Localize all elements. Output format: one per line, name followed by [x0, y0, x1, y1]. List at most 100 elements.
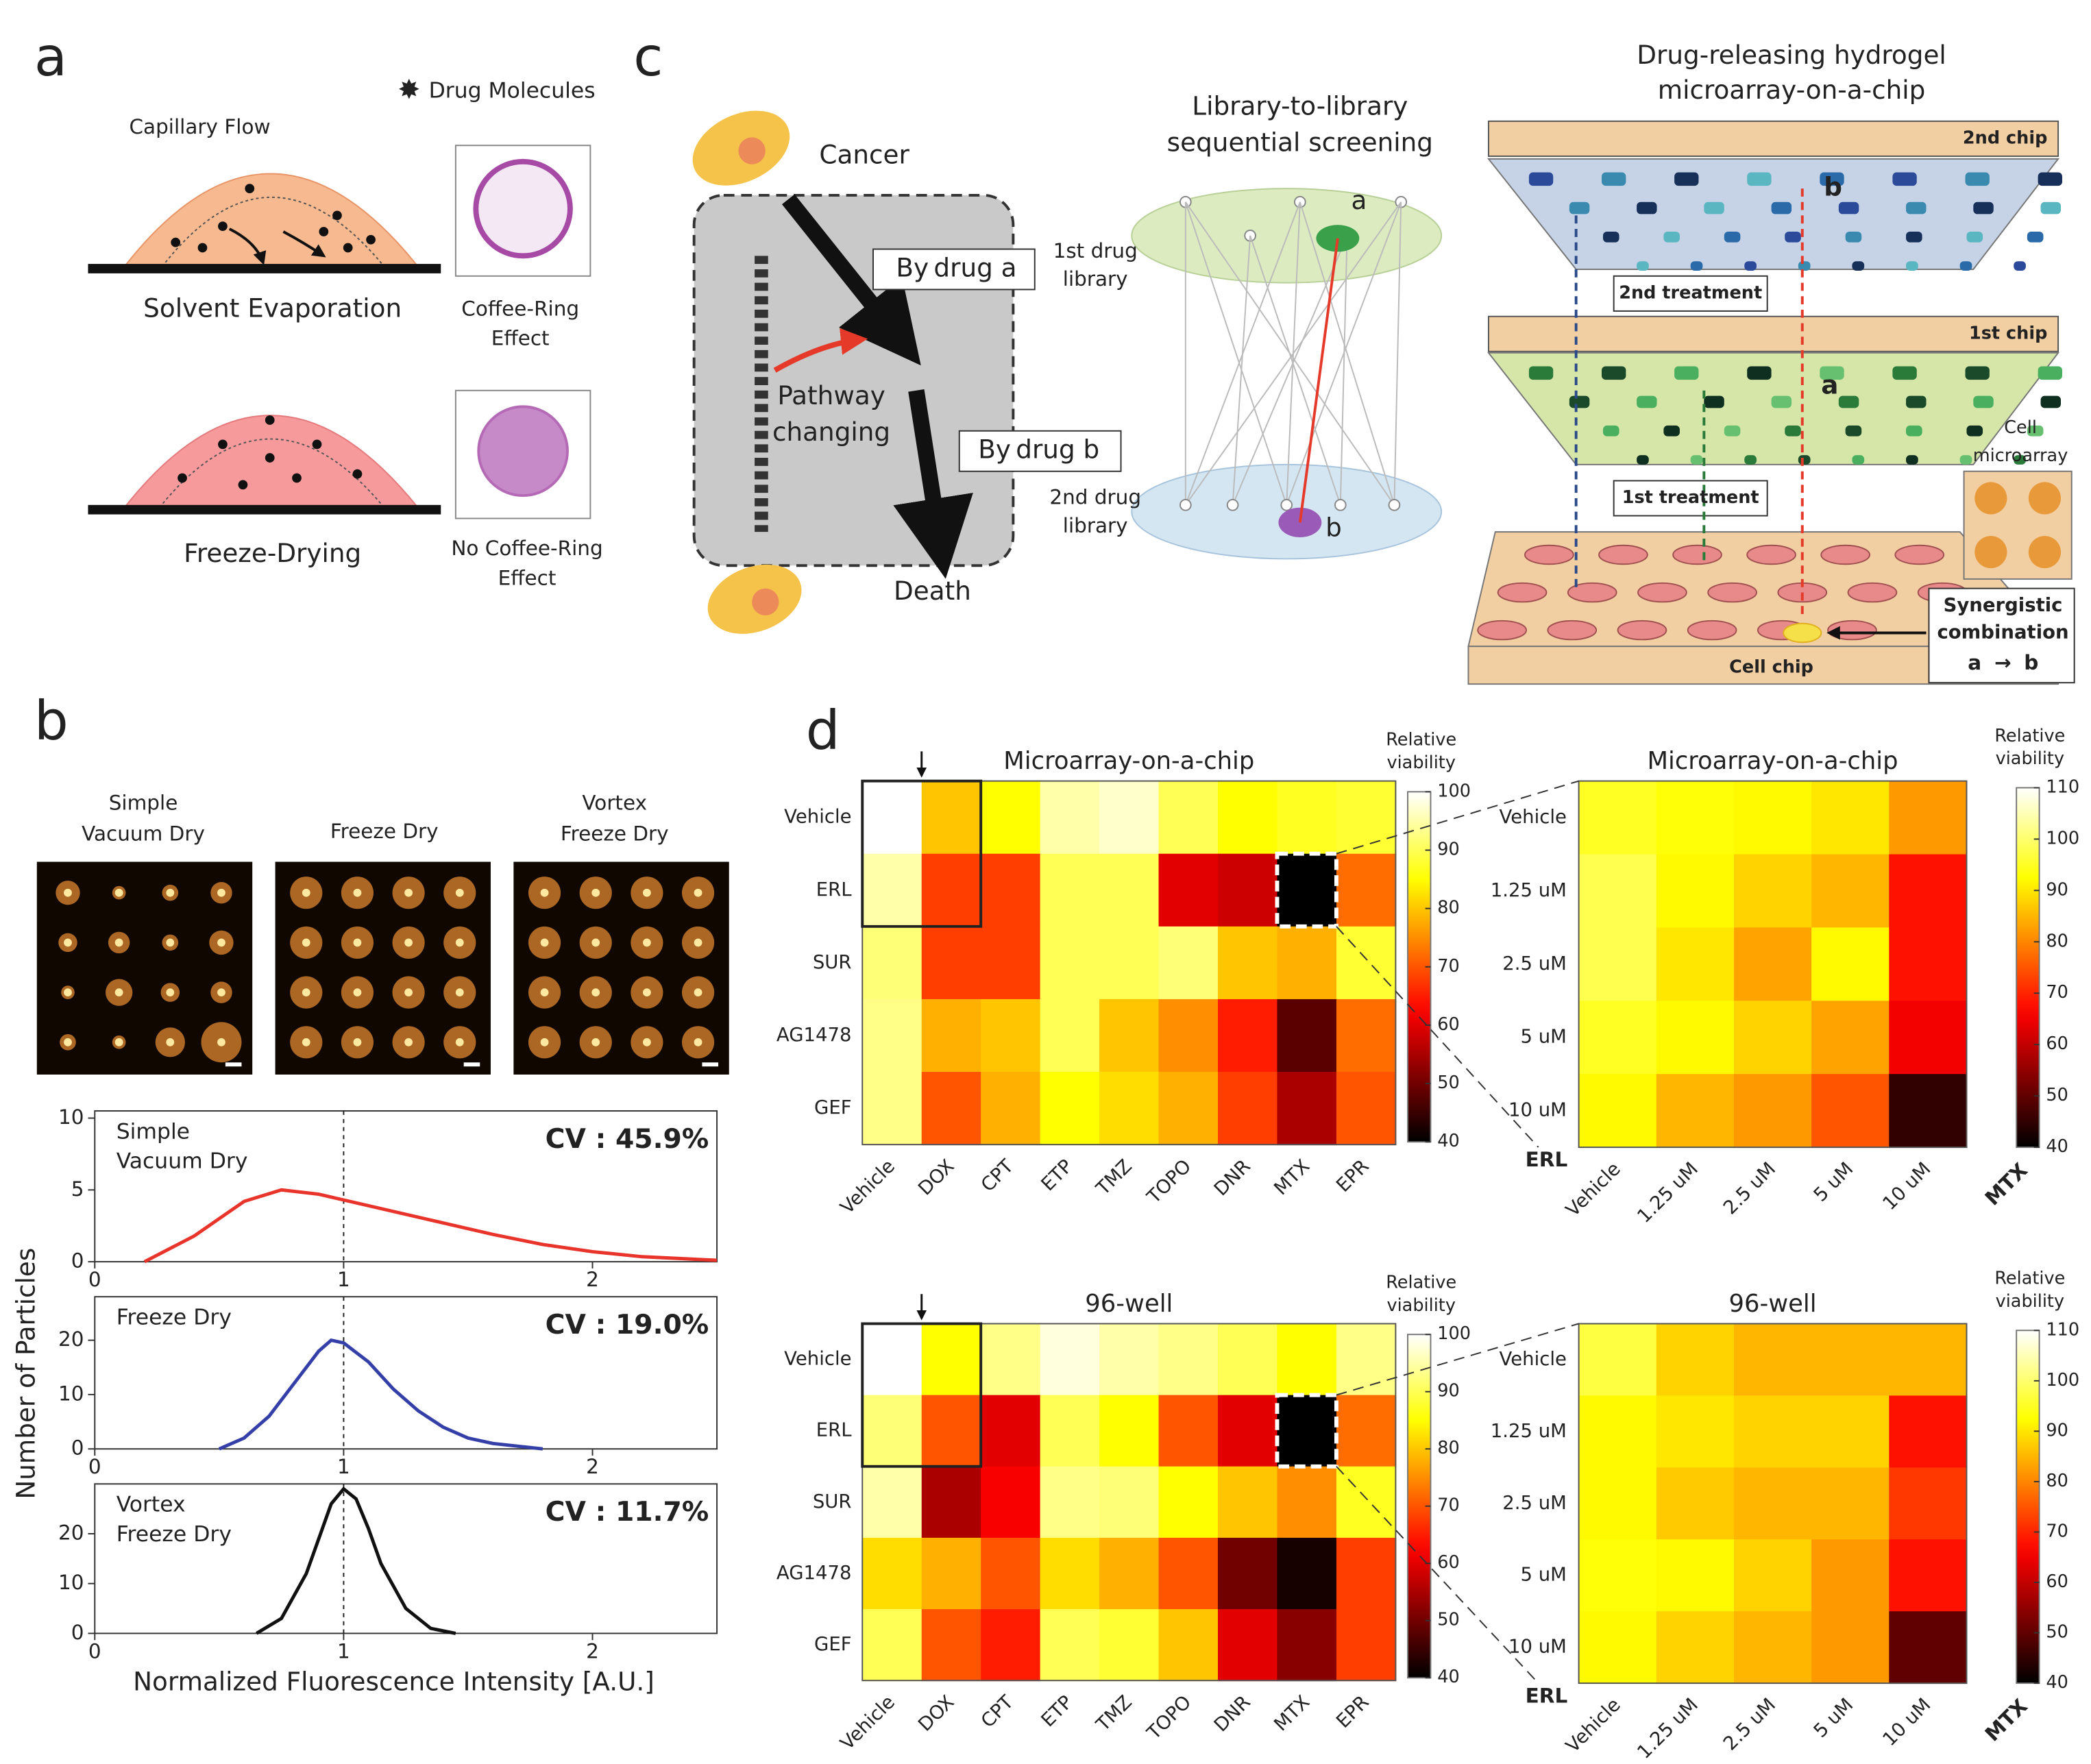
- microwell: [2014, 455, 2026, 465]
- edge: [1232, 235, 1348, 506]
- row-label: 5 uM: [1521, 1564, 1567, 1586]
- microwell: [2038, 366, 2062, 380]
- row-label: AG1478: [777, 1562, 852, 1584]
- heat-cell: [1218, 999, 1278, 1073]
- heat-cell: [1578, 1395, 1657, 1469]
- row-label: Vehicle: [784, 1348, 851, 1370]
- particle-core: [642, 988, 651, 997]
- column-label: MTX: [1270, 1155, 1314, 1200]
- particle-core: [302, 888, 310, 897]
- caption: Vortex: [582, 792, 647, 815]
- colorbar-label: Relative: [1386, 1273, 1456, 1293]
- microwell: [1785, 231, 1801, 243]
- plot-frame: [861, 780, 1397, 1146]
- plot-frame: [861, 1323, 1397, 1682]
- row-label: 10 uM: [1508, 1636, 1567, 1658]
- microwell: [2040, 201, 2062, 215]
- heat-cell: [1277, 853, 1337, 927]
- label: Pathway: [777, 380, 885, 411]
- heat-cell: [862, 853, 922, 927]
- heat-cell: [1277, 999, 1337, 1073]
- heat-cell: [862, 1466, 922, 1539]
- microwell: [1602, 425, 1619, 437]
- particle-core: [64, 1038, 72, 1046]
- cell-well: [1637, 582, 1687, 603]
- label: a: [1968, 651, 1981, 674]
- heat-cell: [981, 853, 1041, 927]
- label: →: [1994, 651, 2011, 674]
- colorbar-tick-label: 60: [2046, 1033, 2068, 1054]
- label: Cell chip: [1729, 657, 1813, 678]
- microwell: [1906, 261, 1918, 271]
- heat-cell: [1656, 1395, 1735, 1469]
- label: changing: [772, 417, 890, 447]
- heat-cell: [1040, 781, 1101, 855]
- axis-label: MTX: [1981, 1694, 2032, 1745]
- row-label: GEF: [814, 1097, 852, 1118]
- node-label: b: [1325, 513, 1342, 543]
- heat-cell: [921, 1072, 982, 1146]
- heat-cell: [1578, 1074, 1657, 1149]
- heat-cell: [1099, 781, 1160, 855]
- heat-cell: [1656, 1074, 1735, 1149]
- heat-cell: [1811, 1611, 1890, 1685]
- y-tick-label: 0: [71, 1621, 84, 1644]
- x-tick-label: 0: [88, 1268, 101, 1291]
- heat-cell: [921, 853, 982, 927]
- microwell: [1674, 172, 1699, 186]
- microwell: [1852, 455, 1865, 465]
- zoom-line: [1336, 1323, 1579, 1396]
- annotation: Capillary Flow: [129, 115, 270, 138]
- heat-cell: [862, 1072, 922, 1146]
- heat-cell: [981, 781, 1041, 855]
- particle-core: [591, 1038, 600, 1046]
- microwell: [2027, 231, 2044, 243]
- microwell: [1966, 231, 1983, 243]
- cell-well: [1687, 620, 1737, 641]
- microwell: [1892, 172, 1917, 186]
- microwell: [1973, 395, 1994, 408]
- row-label: AG1478: [777, 1024, 852, 1046]
- colorbar-tick-label: 70: [1437, 1495, 1460, 1516]
- colorbar-tick-label: 40: [1437, 1131, 1460, 1151]
- particle-core: [540, 988, 549, 997]
- heat-cell: [1889, 1001, 1968, 1075]
- cell-well: [1497, 582, 1548, 603]
- colorbar-label: Relative: [1994, 726, 2065, 746]
- heat-cell: [921, 999, 982, 1073]
- caption: Simple: [109, 792, 178, 815]
- heat-cell: [1336, 1395, 1397, 1467]
- colorbar-tick-label: 100: [1437, 781, 1471, 801]
- column-label: 2.5 uM: [1719, 1158, 1780, 1219]
- colorbar-tick-label: 100: [1437, 1323, 1471, 1344]
- x-tick-label: 2: [586, 1455, 599, 1478]
- particle-core: [455, 1038, 464, 1046]
- heat-cell: [1578, 927, 1657, 1002]
- node-label: a: [1352, 185, 1367, 215]
- heat-cell: [1336, 1323, 1397, 1396]
- column-label: EPR: [1332, 1691, 1373, 1732]
- colorbar-tick-label: 80: [2046, 931, 2068, 951]
- cell-well: [1477, 620, 1527, 641]
- heat-cell: [1218, 1537, 1278, 1610]
- y-tick-label: 5: [71, 1177, 84, 1201]
- microwell: [1663, 231, 1680, 243]
- cell-well: [1820, 544, 1870, 565]
- heat-cell: [1218, 1466, 1278, 1539]
- node: [1388, 498, 1401, 511]
- microwell: [1704, 201, 1724, 215]
- microwell: [1637, 395, 1657, 408]
- microwell: [1744, 261, 1757, 271]
- row-label: ERL: [816, 1419, 852, 1441]
- row-label: 10 uM: [1508, 1099, 1567, 1121]
- colorbar-tick-label: 60: [1437, 1014, 1460, 1035]
- panel-letter: c: [633, 25, 663, 88]
- particle-core: [540, 1038, 549, 1046]
- heat-cell: [981, 999, 1041, 1073]
- heat-cell: [1811, 927, 1890, 1002]
- drug-molecule: [218, 439, 228, 450]
- column-label: Vehicle: [836, 1691, 899, 1754]
- heat-cell: [862, 1609, 922, 1682]
- heat-cell: [1733, 927, 1813, 1002]
- heat-cell: [1889, 1323, 1968, 1397]
